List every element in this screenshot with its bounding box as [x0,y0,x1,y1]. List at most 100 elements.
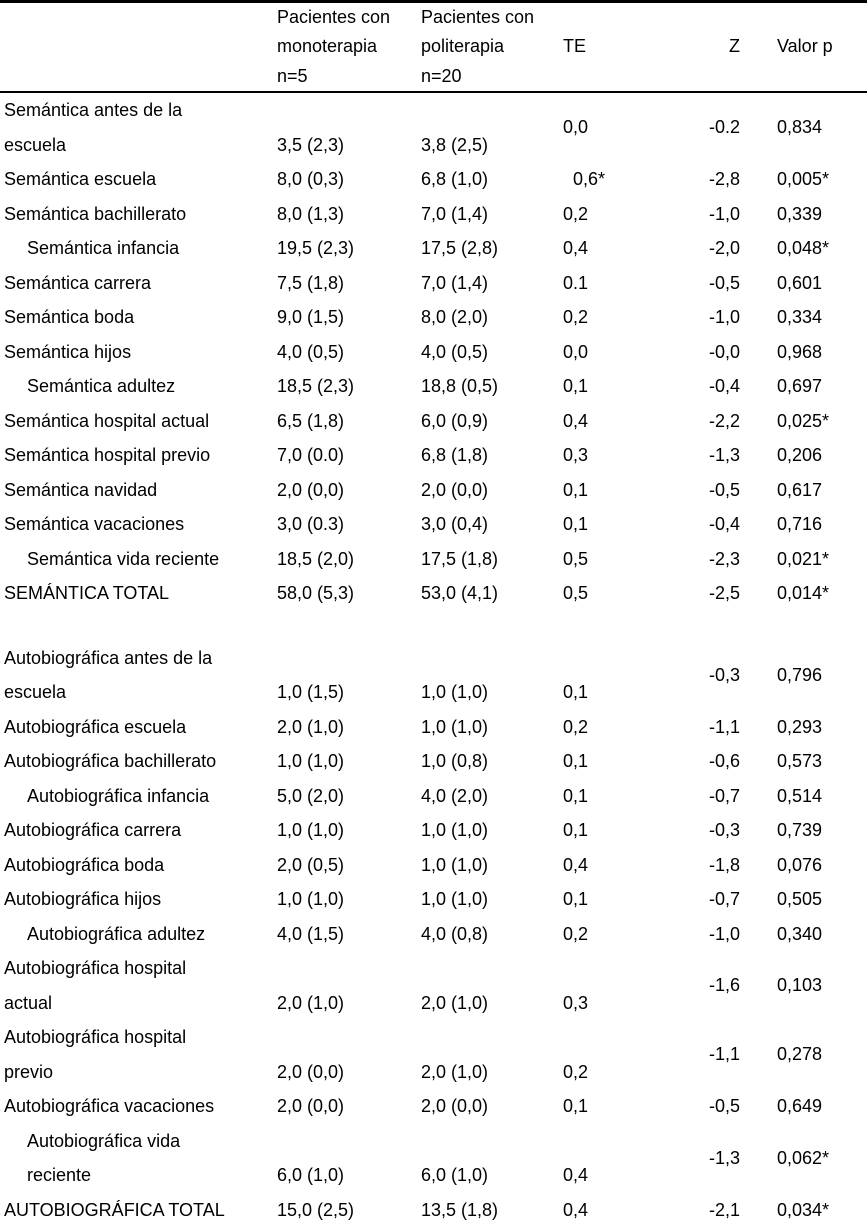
monoterapia-cell: 15,0 (2,5) [277,1199,355,1220]
te-cell: 0,1 [563,889,589,909]
z-cell: -0,5 [708,272,740,293]
z-cell: -2,3 [708,548,740,569]
z-cell: -1,1 [708,1044,740,1065]
politerapia-cell: 3,0 (0,4) [421,514,489,534]
header-z: Z [678,0,740,93]
monoterapia-cell: 1,0 (1,0) [277,820,345,840]
table-row: Semántica hospital actual 6,5 (1,8) 6,0 … [0,404,867,439]
te-cell: 0,4 [563,410,589,431]
p-cell: 0,005* [777,169,830,189]
p-cell: 0,697 [777,376,823,396]
te-cell: 0,1 [563,820,589,840]
row-label-cell: Semántica hospital actual [4,410,210,431]
monoterapia-cell: 3,5 (2,3) [277,134,345,155]
monoterapia-cell: 6,0 (1,0) [277,1165,345,1185]
table-row: SEMÁNTICA TOTAL 58,0 (5,3) 53,0 (4,1) 0,… [0,576,867,611]
monoterapia-cell: 18,5 (2,0) [277,548,355,569]
politerapia-cell: 6,8 (1,8) [421,445,489,465]
z-cell: -0,5 [708,479,740,500]
monoterapia-cell: 2,0 (0,0) [277,1061,345,1082]
row-label-cell: Semántica bachillerato [4,203,187,224]
table-row: Semántica vida reciente 18,5 (2,0) 17,5 … [0,542,867,577]
te-cell: 0,1 [563,682,589,702]
politerapia-cell: 1,0 (0,8) [421,751,489,771]
table-row: Semántica carrera 7,5 (1,8) 7,0 (1,4) 0.… [0,266,867,301]
table-row: Autobiográfica boda 2,0 (0,5) 1,0 (1,0) … [0,848,867,883]
table-header: Pacientes con monoterapia n=5 Pacientes … [0,0,867,93]
table-row: Semántica hospital previo 7,0 (0.0) 6,8 … [0,438,867,473]
table-row: Autobiográfica antes de la escuela 1,0 (… [0,641,867,710]
z-cell: -2,5 [708,583,740,603]
politerapia-cell: 7,0 (1,4) [421,272,489,293]
row-label-cell: Semántica vida reciente [27,548,220,569]
row-label-cell: Semántica vacaciones [4,514,185,534]
monoterapia-cell: 19,5 (2,3) [277,238,355,258]
te-cell: 0,2 [563,203,589,224]
table-row: Semántica bachillerato 8,0 (1,3) 7,0 (1,… [0,197,867,232]
te-cell: 0,2 [563,923,589,944]
politerapia-cell: 8,0 (2,0) [421,307,489,327]
monoterapia-cell: 2,0 (0,0) [277,479,345,500]
politerapia-cell: 6,0 (1,0) [421,1165,489,1185]
header-te: TE [563,0,678,93]
table-row: Semántica navidad 2,0 (0,0) 2,0 (0,0) 0,… [0,473,867,508]
p-cell: 0,649 [777,1096,823,1116]
politerapia-cell: 7,0 (1,4) [421,203,489,224]
te-cell: 0,1 [563,514,589,534]
monoterapia-cell: 2,0 (0,5) [277,854,345,875]
te-cell: 0,1 [563,751,589,771]
table-row: Autobiográfica adultez 4,0 (1,5) 4,0 (0,… [0,917,867,952]
p-cell: 0,340 [777,923,823,944]
politerapia-cell: 2,0 (0,0) [421,1096,489,1116]
politerapia-cell: 6,0 (0,9) [421,410,489,431]
table-row: Semántica boda 9,0 (1,5) 8,0 (2,0) 0,2 -… [0,300,867,335]
monoterapia-cell: 1,0 (1,0) [277,889,345,909]
table-row: Autobiográfica vacaciones 2,0 (0,0) 2,0 … [0,1089,867,1124]
row-label-cell: Semántica adultez [27,376,176,396]
p-cell: 0,505 [777,889,823,909]
monoterapia-cell: 2,0 (1,0) [277,716,345,737]
table-row: AUTOBIOGRÁFICA TOTAL 15,0 (2,5) 13,5 (1,… [0,1193,867,1228]
table-row: Autobiográfica vida reciente 6,0 (1,0) 6… [0,1124,867,1193]
p-cell: 0,573 [777,751,823,771]
spacer-cell [0,611,867,641]
z-cell: -2,1 [708,1199,740,1220]
politerapia-cell: 2,0 (1,0) [421,1061,489,1082]
z-cell: -1,0 [708,203,740,224]
te-cell: 0,1 [563,376,589,396]
monoterapia-cell: 5,0 (2,0) [277,785,345,806]
monoterapia-cell: 4,0 (0,5) [277,341,345,362]
p-cell: 0,103 [777,975,823,996]
p-cell: 0,617 [777,479,823,500]
z-cell: -0,6 [708,751,740,771]
monoterapia-cell: 6,5 (1,8) [277,410,345,431]
row-label-cell: Autobiográfica hospital actual [4,958,187,1013]
te-cell: 0,4 [563,1199,589,1220]
p-cell: 0,796 [777,664,823,685]
politerapia-cell: 13,5 (1,8) [421,1199,499,1220]
p-cell: 0,334 [777,307,823,327]
z-cell: -0,5 [708,1096,740,1116]
p-cell: 0,021* [777,548,830,569]
te-cell: 0,2 [563,307,589,327]
politerapia-cell: 1,0 (1,0) [421,854,489,875]
table-header-row: Pacientes con monoterapia n=5 Pacientes … [0,0,867,93]
p-cell: 0,278 [777,1044,823,1065]
te-cell: 0,5 [563,548,589,569]
table-row: Autobiográfica hijos 1,0 (1,0) 1,0 (1,0)… [0,882,867,917]
te-cell: 0,1 [563,1096,589,1116]
politerapia-cell: 17,5 (2,8) [421,238,499,258]
row-label-cell: Autobiográfica carrera [4,820,182,840]
p-cell: 0,206 [777,445,823,465]
monoterapia-cell: 2,0 (1,0) [277,992,345,1013]
row-label-cell: Autobiográfica vida reciente [27,1130,181,1186]
politerapia-cell: 18,8 (0,5) [421,376,499,396]
row-label-cell: SEMÁNTICA TOTAL [4,583,170,603]
row-label-cell: Autobiográfica antes de la escuela [4,647,213,703]
z-cell: -0,7 [708,889,740,909]
z-cell: -1,0 [708,307,740,327]
politerapia-cell: 6,8 (1,0) [421,169,489,189]
te-cell: 0,4 [563,1165,589,1185]
p-cell: 0,048* [777,238,830,258]
